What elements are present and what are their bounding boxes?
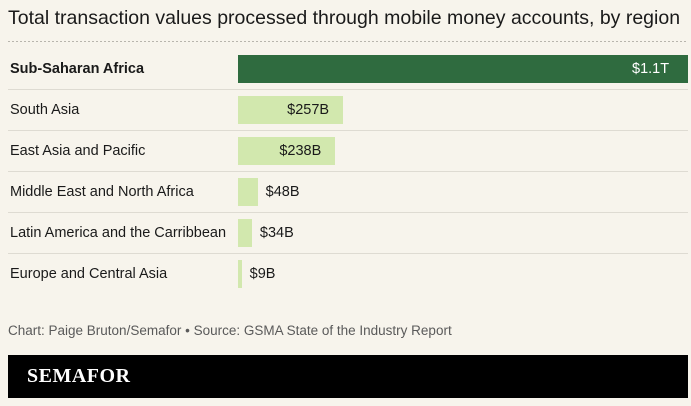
category-label: South Asia xyxy=(10,102,80,118)
bar-row: Middle East and North Africa $48B xyxy=(8,172,688,213)
category-label: Europe and Central Asia xyxy=(10,266,168,282)
bar-row: South Asia $257B xyxy=(8,90,688,131)
bar xyxy=(238,260,242,288)
brand-logo: SEMAFOR xyxy=(27,365,131,387)
category-label: Middle East and North Africa xyxy=(10,184,194,200)
chart-title: Total transaction values processed throu… xyxy=(8,7,681,29)
row-divider xyxy=(8,212,688,213)
chart-source: Chart: Paige Bruton/Semafor • Source: GS… xyxy=(8,323,452,338)
bar-row: Sub-Saharan Africa $1.1T xyxy=(8,49,688,90)
bar-row: Latin America and the Carribbean $34B xyxy=(8,213,688,254)
value-label: $1.1T xyxy=(632,61,670,77)
category-label: Latin America and the Carribbean xyxy=(10,225,227,241)
bar xyxy=(238,55,688,83)
category-label: Sub-Saharan Africa xyxy=(10,61,145,77)
bar-row: Europe and Central Asia $9B xyxy=(8,254,688,295)
row-divider xyxy=(8,253,688,254)
footer-banner: SEMAFOR xyxy=(8,355,688,398)
row-divider xyxy=(8,130,688,131)
bar xyxy=(238,178,258,206)
value-label: $238B xyxy=(279,143,322,159)
bar xyxy=(238,137,336,165)
value-label: $48B xyxy=(265,184,300,200)
title-divider xyxy=(8,41,688,42)
row-divider xyxy=(8,89,688,90)
bar xyxy=(238,96,344,124)
value-label: $9B xyxy=(249,266,276,282)
bar xyxy=(238,219,252,247)
bar-row: East Asia and Pacific $238B xyxy=(8,131,688,172)
row-divider xyxy=(8,171,688,172)
value-label: $34B xyxy=(259,225,294,241)
category-label: East Asia and Pacific xyxy=(10,143,146,159)
value-label: $257B xyxy=(287,102,330,118)
